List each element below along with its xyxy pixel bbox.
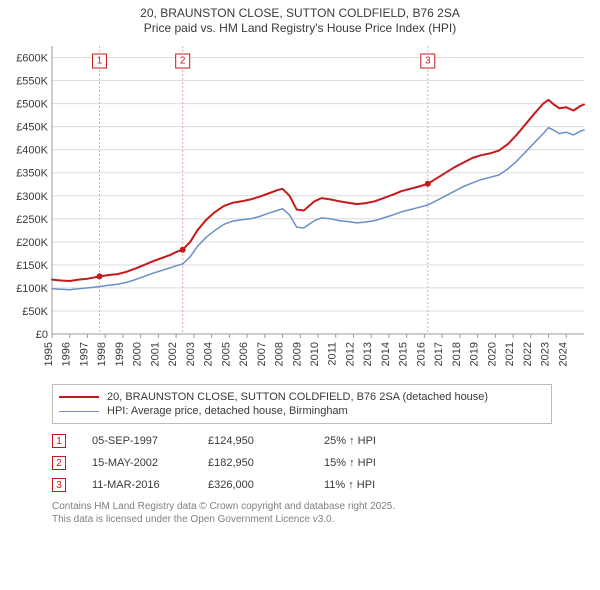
y-tick-label: £600K bbox=[16, 53, 48, 65]
x-tick-label: 2020 bbox=[486, 342, 498, 366]
legend-swatch bbox=[59, 396, 99, 398]
event-row: 3 11-MAR-2016 £326,000 11% ↑ HPI bbox=[52, 478, 572, 492]
y-tick-label: £250K bbox=[16, 214, 48, 226]
x-tick-label: 2008 bbox=[274, 342, 286, 366]
y-tick-label: £500K bbox=[16, 99, 48, 111]
y-tick-label: £200K bbox=[16, 237, 48, 249]
x-tick-label: 2014 bbox=[380, 342, 392, 366]
x-tick-label: 1998 bbox=[96, 342, 108, 366]
x-tick-label: 2001 bbox=[149, 342, 161, 366]
x-tick-label: 2017 bbox=[433, 342, 445, 366]
event-date: 05-SEP-1997 bbox=[92, 435, 182, 447]
x-tick-label: 2021 bbox=[504, 342, 516, 366]
series-hpi bbox=[52, 128, 584, 290]
x-tick-label: 2018 bbox=[451, 342, 463, 366]
y-tick-label: £150K bbox=[16, 260, 48, 272]
plot-svg: £0 £50K £100K £150K £200K £250K £300K £350K £400… bbox=[10, 40, 590, 380]
x-tick-label: 2011 bbox=[327, 342, 339, 366]
y-tick-label: £50K bbox=[22, 306, 48, 318]
attribution-line: Contains HM Land Registry data © Crown c… bbox=[52, 500, 572, 513]
x-tick-label: 2023 bbox=[540, 342, 552, 366]
chart-titles: 20, BRAUNSTON CLOSE, SUTTON COLDFIELD, B… bbox=[10, 6, 590, 36]
x-tick-label: 2013 bbox=[362, 342, 374, 366]
event-comparison: 11% ↑ HPI bbox=[324, 479, 434, 491]
legend-swatch bbox=[59, 411, 99, 412]
legend-item-price-paid: 20, BRAUNSTON CLOSE, SUTTON COLDFIELD, B… bbox=[59, 391, 545, 403]
event-date: 15-MAY-2002 bbox=[92, 457, 182, 469]
x-tick-label: 2022 bbox=[522, 342, 534, 366]
y-tick-label: £400K bbox=[16, 145, 48, 157]
event-marker-number: 1 bbox=[97, 56, 103, 67]
x-tick-label: 2004 bbox=[203, 342, 215, 366]
x-tick-label: 2006 bbox=[238, 342, 250, 366]
x-tick-label: 2002 bbox=[167, 342, 179, 366]
x-tick-label: 2003 bbox=[185, 342, 197, 366]
event-row: 2 15-MAY-2002 £182,950 15% ↑ HPI bbox=[52, 456, 572, 470]
y-tick-label: £100K bbox=[16, 283, 48, 295]
x-tick-label: 2015 bbox=[398, 342, 410, 366]
event-comparison: 25% ↑ HPI bbox=[324, 435, 434, 447]
plot-area: £0 £50K £100K £150K £200K £250K £300K £350K £400… bbox=[10, 40, 590, 380]
event-price: £124,950 bbox=[208, 435, 298, 447]
y-tick-label: £0 bbox=[36, 329, 48, 341]
event-row: 1 05-SEP-1997 £124,950 25% ↑ HPI bbox=[52, 434, 572, 448]
y-tick-label: £550K bbox=[16, 76, 48, 88]
event-comparison: 15% ↑ HPI bbox=[324, 457, 434, 469]
title-address: 20, BRAUNSTON CLOSE, SUTTON COLDFIELD, B… bbox=[10, 6, 590, 21]
x-tick-label: 2007 bbox=[256, 342, 268, 366]
x-tick-label: 1996 bbox=[61, 342, 73, 366]
event-price: £326,000 bbox=[208, 479, 298, 491]
event-marker-icon: 2 bbox=[52, 456, 66, 470]
x-tick-label: 2024 bbox=[557, 342, 569, 366]
event-price: £182,950 bbox=[208, 457, 298, 469]
events-table: 1 05-SEP-1997 £124,950 25% ↑ HPI 2 15-MA… bbox=[52, 434, 572, 492]
x-tick-label: 1995 bbox=[43, 342, 55, 366]
legend-item-hpi: HPI: Average price, detached house, Birm… bbox=[59, 405, 545, 417]
y-tick-label: £450K bbox=[16, 122, 48, 134]
chart-container: 20, BRAUNSTON CLOSE, SUTTON COLDFIELD, B… bbox=[0, 0, 600, 530]
event-marker-number: 3 bbox=[425, 56, 431, 67]
legend-label: 20, BRAUNSTON CLOSE, SUTTON COLDFIELD, B… bbox=[107, 391, 545, 403]
x-tick-label: 1999 bbox=[114, 342, 126, 366]
y-tick-label: £300K bbox=[16, 191, 48, 203]
legend-label: HPI: Average price, detached house, Birm… bbox=[107, 405, 545, 417]
y-tick-label: £350K bbox=[16, 168, 48, 180]
event-marker-icon: 3 bbox=[52, 478, 66, 492]
legend: 20, BRAUNSTON CLOSE, SUTTON COLDFIELD, B… bbox=[52, 384, 552, 424]
x-tick-label: 2019 bbox=[469, 342, 481, 366]
title-subtitle: Price paid vs. HM Land Registry's House … bbox=[10, 21, 590, 36]
attribution: Contains HM Land Registry data © Crown c… bbox=[52, 500, 572, 526]
x-tick-label: 2000 bbox=[132, 342, 144, 366]
attribution-line: This data is licensed under the Open Gov… bbox=[52, 513, 572, 526]
event-date: 11-MAR-2016 bbox=[92, 479, 182, 491]
x-tick-label: 2012 bbox=[344, 342, 356, 366]
event-marker-icon: 1 bbox=[52, 434, 66, 448]
event-marker-number: 2 bbox=[180, 56, 186, 67]
x-tick-label: 1997 bbox=[78, 342, 90, 366]
x-tick-label: 2009 bbox=[291, 342, 303, 366]
x-tick-label: 2016 bbox=[415, 342, 427, 366]
x-tick-label: 2005 bbox=[220, 342, 232, 366]
x-tick-label: 2010 bbox=[309, 342, 321, 366]
